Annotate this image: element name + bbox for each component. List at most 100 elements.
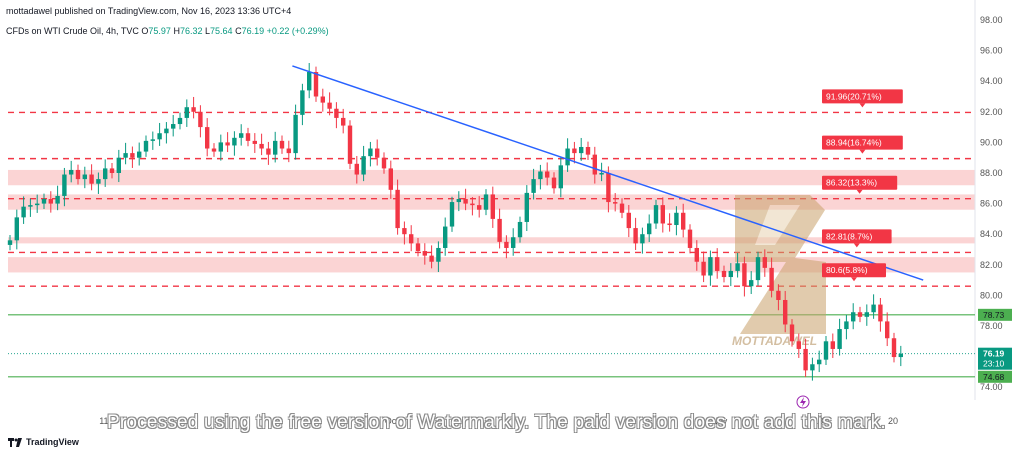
- candle-body: [96, 179, 101, 184]
- x-tick-label: Nov: [711, 416, 728, 426]
- x-tick-label: 13: [813, 416, 823, 426]
- candle-body: [477, 205, 482, 210]
- candle-body: [402, 228, 407, 235]
- candle-body: [177, 117, 183, 125]
- level-label-pointer: [851, 277, 857, 282]
- candle-body: [497, 218, 502, 242]
- candle-body: [551, 177, 557, 189]
- change-value: +0.22 (+0.29%): [266, 26, 329, 36]
- lightning-icon-bolt: [800, 397, 806, 407]
- candle-body: [742, 263, 747, 287]
- y-tick-label: 96.00: [980, 46, 1003, 56]
- lightning-icon: [796, 395, 810, 409]
- candle-body: [592, 154, 597, 175]
- candle-body: [157, 133, 162, 140]
- candle-body: [449, 202, 455, 227]
- candle-body: [307, 72, 312, 91]
- level-label: 80.6(5.8%): [822, 263, 886, 282]
- y-tick-label: 98.00: [980, 15, 1003, 25]
- candle-body: [585, 146, 591, 155]
- candle-body: [851, 312, 856, 322]
- candle-body: [252, 140, 257, 144]
- candle-body: [171, 124, 176, 129]
- candle-body: [837, 329, 842, 349]
- x-tick-label: 11: [99, 416, 108, 426]
- resistance-zone: [8, 257, 975, 273]
- watermark-logo: MOTTADAWEL: [732, 195, 826, 348]
- candle-body: [415, 243, 421, 252]
- candle-body: [844, 321, 849, 330]
- candle-body: [647, 223, 652, 235]
- candle-body: [116, 157, 121, 173]
- trendline: [292, 65, 924, 281]
- candle-body: [721, 270, 727, 278]
- y-tick-label: 90.00: [980, 137, 1003, 147]
- candle-body: [164, 128, 169, 134]
- candle-body: [62, 174, 67, 196]
- candle-body: [354, 163, 359, 175]
- level-label-pointer: [856, 189, 863, 194]
- level-label: 82.81(8.7%): [822, 229, 892, 248]
- watermark-caption: Processed using the free version of Wate…: [107, 412, 886, 433]
- candle-body: [191, 107, 196, 112]
- symbol-name: CFDs on WTI Crude Oil, 4h, TVC: [6, 26, 139, 36]
- level-label-box: [822, 263, 886, 278]
- candle-body: [817, 359, 822, 365]
- candle-body: [334, 108, 339, 118]
- resistance-zone: [8, 237, 975, 244]
- candle-body: [694, 247, 699, 262]
- candle-body: [674, 212, 679, 226]
- candle-body: [606, 173, 611, 203]
- candle-body: [266, 148, 271, 155]
- y-tick-label: 78.00: [980, 321, 1003, 331]
- candle-body: [239, 133, 244, 138]
- tradingview-logo-icon: [8, 437, 22, 447]
- candle-body: [504, 241, 509, 248]
- level-label: 86.32(13.3%): [822, 175, 898, 194]
- level-label-pointer: [853, 243, 860, 248]
- candle-body: [89, 174, 94, 184]
- candle-body: [728, 270, 733, 278]
- candle-body: [14, 217, 19, 241]
- high-value: 76.32: [179, 26, 203, 36]
- last-price-value: 76.19: [983, 349, 1005, 359]
- candle-body: [762, 257, 767, 268]
- candle-body: [538, 171, 543, 180]
- candle-body: [626, 212, 631, 229]
- y-tick-label: 82.00: [980, 260, 1003, 270]
- candle-body: [395, 189, 400, 229]
- support-price-tag-text: 74.68: [983, 372, 1005, 382]
- candle-body: [409, 234, 414, 244]
- support-price-tag: [978, 370, 1012, 383]
- candle-body: [293, 114, 298, 154]
- candle-body: [123, 153, 128, 158]
- bar-countdown: 23:10: [983, 359, 1005, 369]
- candle-body: [28, 205, 33, 207]
- y-tick-label: 88.00: [980, 168, 1003, 178]
- tradingview-logo[interactable]: TradingView: [8, 437, 79, 447]
- candle-body: [810, 364, 815, 371]
- candle-body: [205, 127, 210, 149]
- candle-body: [130, 153, 135, 158]
- candle-body: [796, 341, 801, 349]
- candle-body: [361, 156, 366, 175]
- candle-body: [375, 148, 380, 158]
- candle-body: [871, 304, 876, 313]
- candle-body: [347, 125, 353, 164]
- level-label-text: 86.32(13.3%): [826, 178, 877, 188]
- watermark-logo-text: MOTTADAWEL: [732, 334, 817, 348]
- candle-body: [885, 321, 890, 339]
- candle-body: [48, 199, 53, 204]
- candle-body: [69, 169, 74, 175]
- candle-body: [75, 169, 81, 180]
- y-tick-label: 92.00: [980, 107, 1003, 117]
- support-price-tag-text: 78.73: [983, 310, 1005, 320]
- candle-body: [55, 195, 60, 204]
- candle-body: [422, 251, 427, 256]
- level-label-text: 82.81(8.7%): [826, 231, 872, 241]
- candle-body: [715, 257, 720, 271]
- candle-body: [429, 255, 434, 262]
- candle-body: [830, 341, 835, 349]
- level-label: 88.94(16.74%): [822, 135, 903, 154]
